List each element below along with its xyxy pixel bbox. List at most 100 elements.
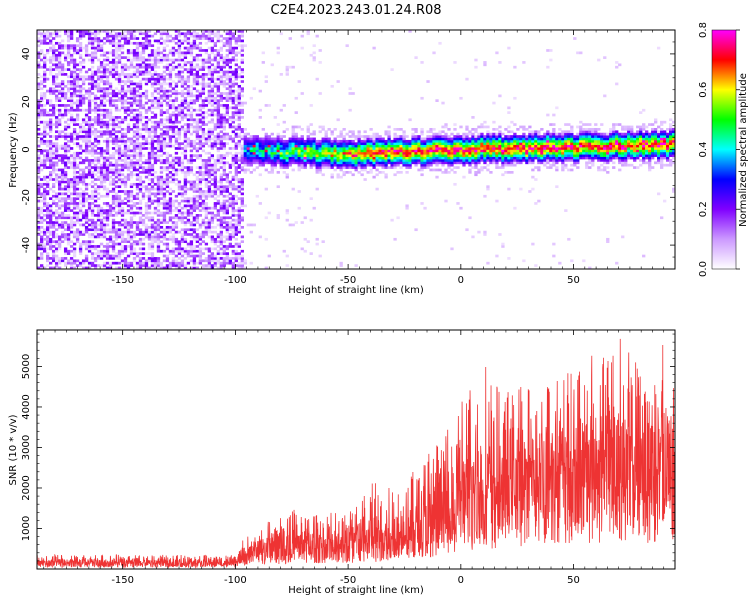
heatmap-cell [177,187,182,191]
heatmap-cell [144,161,149,165]
heatmap-cell [210,46,215,50]
heatmap-cell [72,190,77,193]
heatmap-cell [243,156,247,160]
heatmap-cell [51,240,56,244]
heatmap-cell [228,151,232,155]
heatmap-cell [147,34,152,38]
heatmap-cell [159,89,164,93]
heatmap-cell [123,68,128,71]
heatmap-cell [177,245,182,248]
heatmap-cell [141,247,146,251]
heatmap-cell [87,87,92,91]
heatmap-cell [57,266,62,270]
heatmap-cell [48,127,53,131]
heatmap-cell [168,180,173,184]
heatmap-cell [96,96,101,100]
heatmap-cell [132,56,137,59]
heatmap-cell [147,230,152,234]
heatmap-cell [51,51,56,55]
heatmap-cell [40,137,44,141]
heatmap-cell [105,58,110,62]
heatmap-cell [42,166,47,169]
heatmap-cell [297,156,301,160]
heatmap-cell [150,252,155,255]
heatmap-cell [315,142,319,146]
heatmap-cell [186,32,191,36]
heatmap-cell [162,230,167,234]
heatmap-cell [87,106,92,110]
heatmap-cell [60,223,65,227]
heatmap-cell [99,53,104,57]
heatmap-cell [123,118,128,122]
heatmap-cell [153,194,158,198]
heatmap-cell [192,209,197,212]
heatmap-cell [126,49,131,52]
heatmap-cell [237,171,241,174]
heatmap-cell [210,118,215,122]
heatmap-cell [81,87,86,91]
heatmap-cell [186,75,191,79]
heatmap-cell [120,154,125,157]
heatmap-cell [183,56,188,59]
heatmap-cell [207,166,212,169]
heatmap-cell [40,159,44,162]
heatmap-cell [90,132,95,136]
heatmap-cell [99,178,104,181]
heatmap-cell [63,163,68,167]
heatmap-cell [105,30,110,33]
heatmap-cell [144,77,149,81]
heatmap-cell [123,108,128,112]
heatmap-cell [183,190,188,193]
heatmap-cell [102,228,107,232]
heatmap-cell [198,202,203,205]
heatmap-cell [138,111,143,114]
heatmap-cell [87,37,92,40]
heatmap-cell [132,101,137,105]
heatmap-cell [37,171,41,174]
heatmap-cell [99,182,104,186]
heatmap-cell [57,225,62,229]
heatmap-cell [162,199,167,203]
heatmap-cell [162,211,167,215]
heatmap-cell [231,182,235,186]
heatmap-cell [54,156,59,160]
heatmap-cell [309,166,313,169]
heatmap-cell [309,147,313,150]
heatmap-cell [216,159,221,162]
heatmap-cell [81,75,86,79]
heatmap-cell [258,151,262,155]
heatmap-cell [177,65,182,69]
heatmap-cell [180,249,185,253]
heatmap-cell [72,223,77,227]
heatmap-cell [198,187,203,191]
heatmap-cell [96,82,101,86]
heatmap-cell [84,159,89,162]
heatmap-cell [201,175,206,179]
heatmap-cell [40,209,44,212]
heatmap-cell [75,135,80,138]
heatmap-cell [99,151,104,155]
heatmap-cell [150,144,155,148]
heatmap-cell [177,211,182,215]
heatmap-cell [48,56,53,59]
heatmap-cell [99,206,104,210]
heatmap-cell [144,187,149,191]
heatmap-cell [138,104,143,107]
heatmap-cell [66,240,71,244]
heatmap-cell [45,30,50,33]
heatmap-cell [162,178,167,181]
heatmap-cell [81,171,86,174]
heatmap-cell [96,89,101,93]
heatmap-cell [108,104,113,107]
heatmap-cell [198,94,203,98]
heatmap-cell [186,252,191,255]
heatmap-cell [147,242,152,246]
heatmap-cell [219,120,224,124]
heatmap-cell [141,223,146,227]
heatmap-cell [150,163,155,167]
heatmap-cell [150,230,155,234]
heatmap-cell [81,101,86,105]
heatmap-cell [87,194,92,198]
heatmap-cell [132,154,137,157]
heatmap-cell [162,187,167,191]
